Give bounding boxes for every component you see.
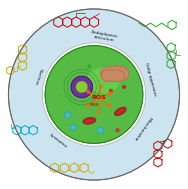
- Text: Endoplasmic
reticulum: Endoplasmic reticulum: [90, 30, 119, 43]
- Ellipse shape: [114, 107, 126, 116]
- Circle shape: [109, 89, 113, 93]
- Ellipse shape: [83, 117, 96, 124]
- Text: Nucleus: Nucleus: [33, 67, 43, 85]
- Polygon shape: [101, 70, 124, 82]
- Circle shape: [42, 43, 146, 146]
- Circle shape: [97, 127, 104, 133]
- Circle shape: [122, 85, 126, 89]
- Text: RNS: RNS: [89, 103, 99, 107]
- Circle shape: [45, 46, 143, 143]
- Text: Lysosome: Lysosome: [48, 133, 67, 149]
- Circle shape: [71, 76, 93, 98]
- Text: Mitochondria: Mitochondria: [132, 115, 152, 141]
- Polygon shape: [101, 67, 129, 81]
- Circle shape: [115, 128, 120, 132]
- Circle shape: [8, 9, 180, 180]
- Circle shape: [64, 112, 71, 119]
- Ellipse shape: [87, 67, 120, 94]
- Text: ROS: ROS: [91, 95, 106, 100]
- Text: Golgi apparatus: Golgi apparatus: [144, 62, 157, 97]
- Circle shape: [76, 81, 88, 93]
- Circle shape: [87, 64, 91, 68]
- Circle shape: [70, 124, 77, 131]
